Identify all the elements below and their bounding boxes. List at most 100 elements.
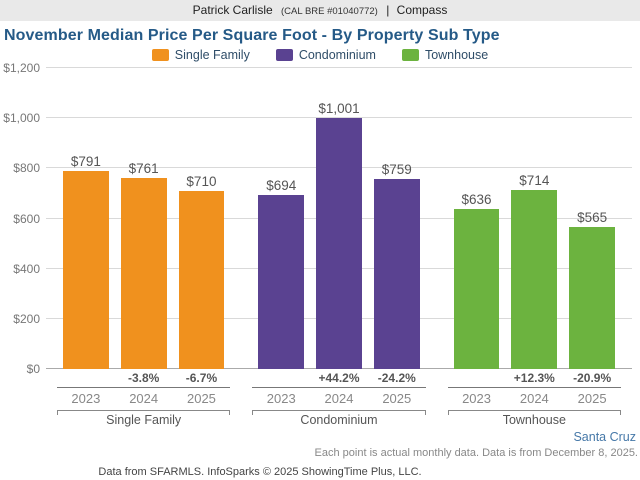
group-label-condominium: Condominium (300, 413, 378, 427)
x-tick-year: 2023 (266, 391, 296, 406)
legend-swatch-icon (151, 49, 169, 61)
year-row: 2023 2024 2025 (448, 388, 621, 410)
bar-single-family-2023 (63, 170, 109, 369)
group-label-single-family: Single Family (106, 413, 182, 427)
bar-slot-single-family-2024: $761 (120, 68, 167, 369)
legend-label: Condominium (298, 48, 376, 62)
chart-title: November Median Price Per Square Foot - … (4, 27, 500, 44)
bar-condominium-2024 (316, 117, 362, 369)
bar-condominium-2025 (373, 178, 420, 369)
pct-change-label (258, 371, 304, 386)
x-axis: -3.8% -6.7% 2023 2024 2025 Single Family +44.2… (46, 369, 632, 427)
x-tick-year: 2023 (462, 391, 491, 406)
x-tick-year: 2024 (519, 391, 549, 406)
x-tick-year: 2025 (577, 391, 607, 406)
bar-slot-townhouse-2025: $565 (569, 68, 615, 369)
y-tick-label-0: $0 (26, 362, 40, 376)
pct-change-label: -20.9% (573, 371, 612, 385)
y-tick-label-1200: $1,200 (3, 61, 40, 75)
pct-change-label: -6.7% (185, 371, 218, 385)
y-tick-label-600: $600 (13, 211, 40, 226)
axis-group-condominium: +44.2% -24.2% 2023 2024 2025 Condominium (252, 369, 426, 427)
legend-label: Townhouse (424, 48, 489, 62)
bar-townhouse-2023 (453, 209, 500, 369)
bar-value-label: $714 (519, 172, 550, 188)
brand-name: Compass (396, 3, 448, 17)
bar-value-label: $710 (186, 173, 217, 189)
bar-townhouse-2025 (569, 227, 615, 369)
pct-change-label (63, 371, 109, 386)
region-link[interactable]: Santa Cruz (573, 430, 636, 444)
x-tick-year: 2024 (324, 391, 354, 406)
data-note: Each point is actual monthly data. Data … (314, 447, 638, 459)
pct-change-row: +12.3% -20.9% (448, 371, 621, 386)
plot-area: $791 $761 $710 $694 $1,001 $759 $636 $714 $565 (46, 67, 632, 369)
group-divider-line (252, 387, 426, 388)
bar-condominium-2023 (258, 194, 305, 369)
y-tick-label-800: $800 (13, 161, 40, 176)
bar-value-label: $1,001 (318, 100, 360, 116)
y-tick-label-1000: $1,000 (3, 111, 40, 126)
group-bracket (57, 410, 231, 415)
agent-info-bar: Patrick Carlisle (CAL BRE #01040772) | C… (0, 0, 640, 21)
axis-group-townhouse: +12.3% -20.9% 2023 2024 2025 Townhouse (447, 369, 621, 427)
pct-change-label: +12.3% (513, 371, 555, 385)
chart-area: $0 $200 $400 $600 $800 $1,000 $1,200 $791 $761 $… (0, 61, 640, 376)
bar-group-townhouse: $636 $714 $565 (448, 68, 621, 369)
x-tick-year: 2025 (382, 391, 412, 406)
bar-slot-condominium-2023: $694 (258, 68, 305, 369)
gridline-1000 (46, 117, 632, 119)
group-label-townhouse: Townhouse (502, 413, 566, 427)
legend: Single Family Condominium Townhouse (0, 48, 640, 62)
x-tick-year: 2023 (71, 391, 101, 406)
attribution: Data from SFARMLS. InfoSparks © 2025 Sho… (98, 466, 422, 478)
x-tick-year: 2024 (129, 391, 159, 406)
bar-slot-single-family-2025: $710 (178, 68, 225, 369)
bar-value-label: $636 (461, 192, 492, 208)
legend-item-townhouse: Townhouse (401, 48, 489, 62)
bar-slot-single-family-2023: $791 (63, 68, 109, 369)
bar-slot-townhouse-2024: $714 (511, 68, 558, 369)
year-row: 2023 2024 2025 (252, 388, 425, 410)
bar-value-label: $791 (70, 153, 101, 169)
pct-change-row: -3.8% -6.7% (57, 371, 230, 386)
bar-single-family-2025 (178, 190, 225, 369)
bar-value-label: $565 (577, 210, 608, 226)
group-bracket (447, 410, 621, 415)
bar-value-label: $759 (381, 161, 412, 177)
separator: | (386, 3, 390, 17)
y-axis: $0 $200 $400 $600 $800 $1,000 $1,200 (0, 61, 46, 376)
bar-group-condominium: $694 $1,001 $759 (252, 68, 425, 369)
axis-group-single-family: -3.8% -6.7% 2023 2024 2025 Single Family (57, 369, 231, 427)
bar-single-family-2024 (120, 178, 167, 369)
legend-item-condominium: Condominium (275, 48, 376, 62)
bar-value-label: $694 (266, 177, 297, 193)
legend-item-single-family: Single Family (151, 48, 250, 62)
pct-change-row: +44.2% -24.2% (252, 371, 425, 386)
pct-change-label (454, 371, 500, 386)
group-divider-line (447, 387, 621, 388)
agent-license: (CAL BRE #01040772) (281, 6, 378, 17)
bar-slot-condominium-2025: $759 (373, 68, 420, 369)
agent-name: Patrick Carlisle (192, 3, 273, 17)
group-bracket (252, 410, 426, 415)
bar-groups: $791 $761 $710 $694 $1,001 $759 $636 $714 $565 (46, 68, 632, 369)
y-tick-label-400: $400 (13, 261, 40, 276)
pct-change-label: +44.2% (318, 371, 360, 385)
gridline-1200 (46, 67, 632, 68)
bar-value-label: $761 (128, 161, 159, 177)
bar-group-single-family: $791 $761 $710 (57, 68, 230, 369)
legend-label: Single Family (174, 48, 250, 62)
legend-swatch-icon (401, 49, 419, 61)
bar-townhouse-2024 (511, 189, 558, 369)
bar-slot-condominium-2024: $1,001 (316, 68, 362, 369)
year-row: 2023 2024 2025 (57, 388, 230, 410)
x-tick-year: 2025 (186, 391, 216, 406)
y-tick-label-200: $200 (13, 311, 40, 326)
legend-swatch-icon (275, 49, 293, 61)
pct-change-label: -3.8% (127, 371, 160, 385)
group-divider-line (57, 387, 231, 388)
bar-slot-townhouse-2023: $636 (453, 68, 500, 369)
pct-change-label: -24.2% (377, 371, 416, 385)
footer: Santa Cruz Each point is actual monthly … (0, 430, 640, 478)
